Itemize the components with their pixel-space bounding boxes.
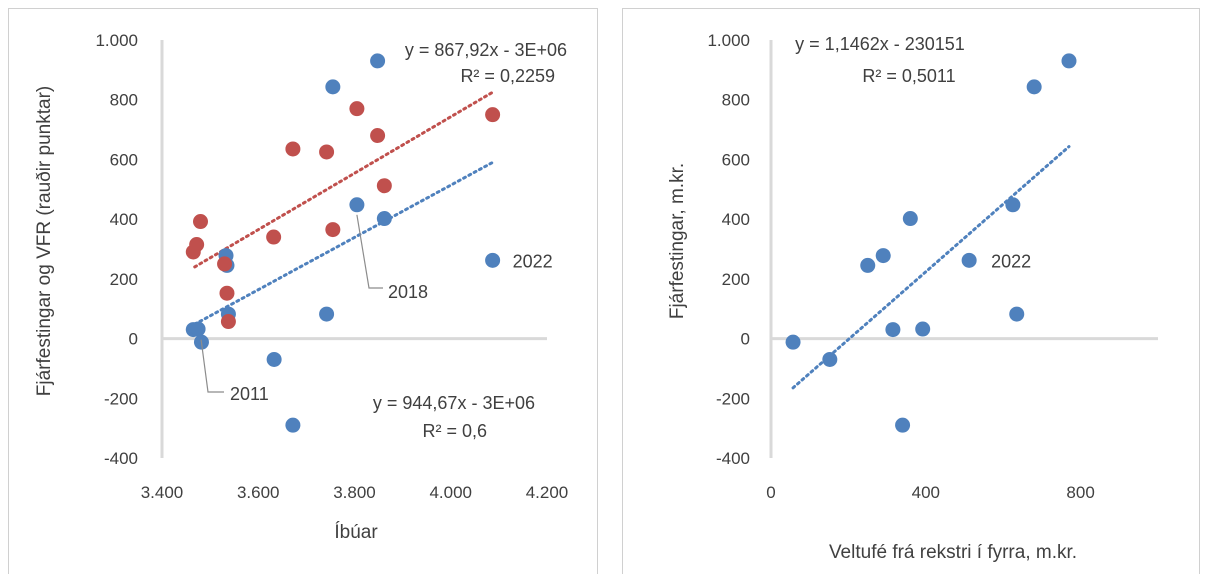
right-data-point (875, 248, 891, 264)
right-y-tick-label: 800 (722, 91, 750, 110)
left-data-point (485, 252, 501, 268)
right-data-point (902, 211, 918, 227)
left-data-point (325, 79, 341, 95)
left-data-point (485, 107, 501, 123)
left-data-point (285, 417, 301, 433)
left-annotation-label: 2018 (388, 282, 428, 302)
left-x-tick-label: 3.400 (141, 483, 184, 502)
left-annotation-label: 2022 (513, 251, 553, 271)
right-y-tick-label: 1.000 (707, 31, 750, 50)
right-chart-panel (622, 8, 1200, 574)
left-y-tick-label: 1.000 (95, 31, 138, 50)
left-data-point (325, 222, 341, 238)
right-y-tick-label: 200 (722, 270, 750, 289)
right-eq: y = 1,1462x - 230151 (795, 34, 965, 54)
left-x-tick-label: 3.800 (333, 483, 376, 502)
left-x-tick-label: 4.200 (526, 483, 569, 502)
left-y-tick-label: -400 (104, 449, 138, 468)
left-data-point (349, 197, 365, 213)
left-annotation-leader (356, 214, 383, 289)
right-y-tick-label: -200 (716, 389, 750, 408)
left-chart-panel (8, 8, 598, 574)
right-data-point (1026, 79, 1042, 95)
left-data-point (319, 144, 335, 160)
left-annotation-leader (200, 339, 224, 393)
left-y-tick-label: 200 (110, 270, 138, 289)
left-x-tick-label: 4.000 (429, 483, 472, 502)
right-x-tick-label: 0 (766, 483, 775, 502)
left-data-point (217, 256, 233, 272)
left-annotation-label: 2011 (230, 384, 269, 404)
right-data-point (1061, 53, 1077, 69)
right-y-tick-label: 0 (741, 330, 750, 349)
left-data-point (376, 211, 392, 227)
right-x-axis-label: Veltufé frá rekstri í fyrra, m.kr. (829, 542, 1077, 563)
left-trendline-1 (193, 90, 495, 269)
right-y-tick-label: -400 (716, 449, 750, 468)
right-y-tick-label: 400 (722, 210, 750, 229)
right-x-tick-label: 400 (912, 483, 940, 502)
left-r2-blue: R² = 0,6 (422, 421, 487, 441)
left-x-tick-label: 3.600 (237, 483, 280, 502)
right-x-tick-label: 800 (1066, 483, 1094, 502)
right-data-point (860, 257, 876, 273)
left-trendline-0 (193, 160, 495, 326)
left-data-point (376, 178, 392, 194)
right-data-point (895, 417, 911, 433)
left-data-point (219, 285, 235, 301)
left-data-point (193, 214, 208, 230)
left-scatter-chart: Fjárfestingar og VFR (rauðir punktar) Íb… (34, 31, 568, 543)
left-y-tick-label: 600 (110, 150, 138, 169)
left-eq-red: y = 867,92x - 3E+06 (405, 40, 567, 60)
right-data-point (785, 334, 801, 350)
left-data-point (319, 306, 335, 322)
right-r2: R² = 0,5011 (862, 66, 955, 86)
right-data-point (822, 351, 838, 367)
left-eq-blue: y = 944,67x - 3E+06 (373, 393, 535, 413)
right-data-point (1005, 197, 1021, 213)
right-data-point (915, 321, 931, 337)
right-y-tick-label: 600 (722, 150, 750, 169)
left-data-point (189, 237, 205, 253)
left-y-tick-label: 400 (110, 210, 138, 229)
right-annotation-label: 2022 (991, 251, 1031, 271)
right-data-point (961, 252, 977, 268)
left-data-point (285, 141, 301, 157)
left-r2-red: R² = 0,2259 (460, 66, 555, 86)
left-y-tick-label: -200 (104, 389, 138, 408)
left-y-axis-label: Fjárfestingar og VFR (rauðir punktar) (34, 86, 55, 396)
left-data-point (370, 128, 386, 144)
right-y-axis-label: Fjárfestingar, m.kr. (667, 163, 688, 319)
left-data-point (266, 229, 282, 245)
right-scatter-chart: Fjárfestingar, m.kr. Veltufé frá rekstri… (667, 31, 1158, 563)
left-data-point (220, 314, 236, 330)
left-y-tick-label: 800 (110, 91, 138, 110)
left-y-tick-label: 0 (129, 330, 138, 349)
right-trendline-0 (791, 145, 1071, 390)
left-data-point (190, 321, 206, 337)
left-x-axis-label: Íbúar (334, 522, 378, 543)
right-data-point (885, 322, 901, 338)
right-data-point (1009, 306, 1025, 322)
left-data-point (370, 53, 386, 69)
left-data-point (349, 101, 365, 117)
left-data-point (266, 351, 282, 367)
